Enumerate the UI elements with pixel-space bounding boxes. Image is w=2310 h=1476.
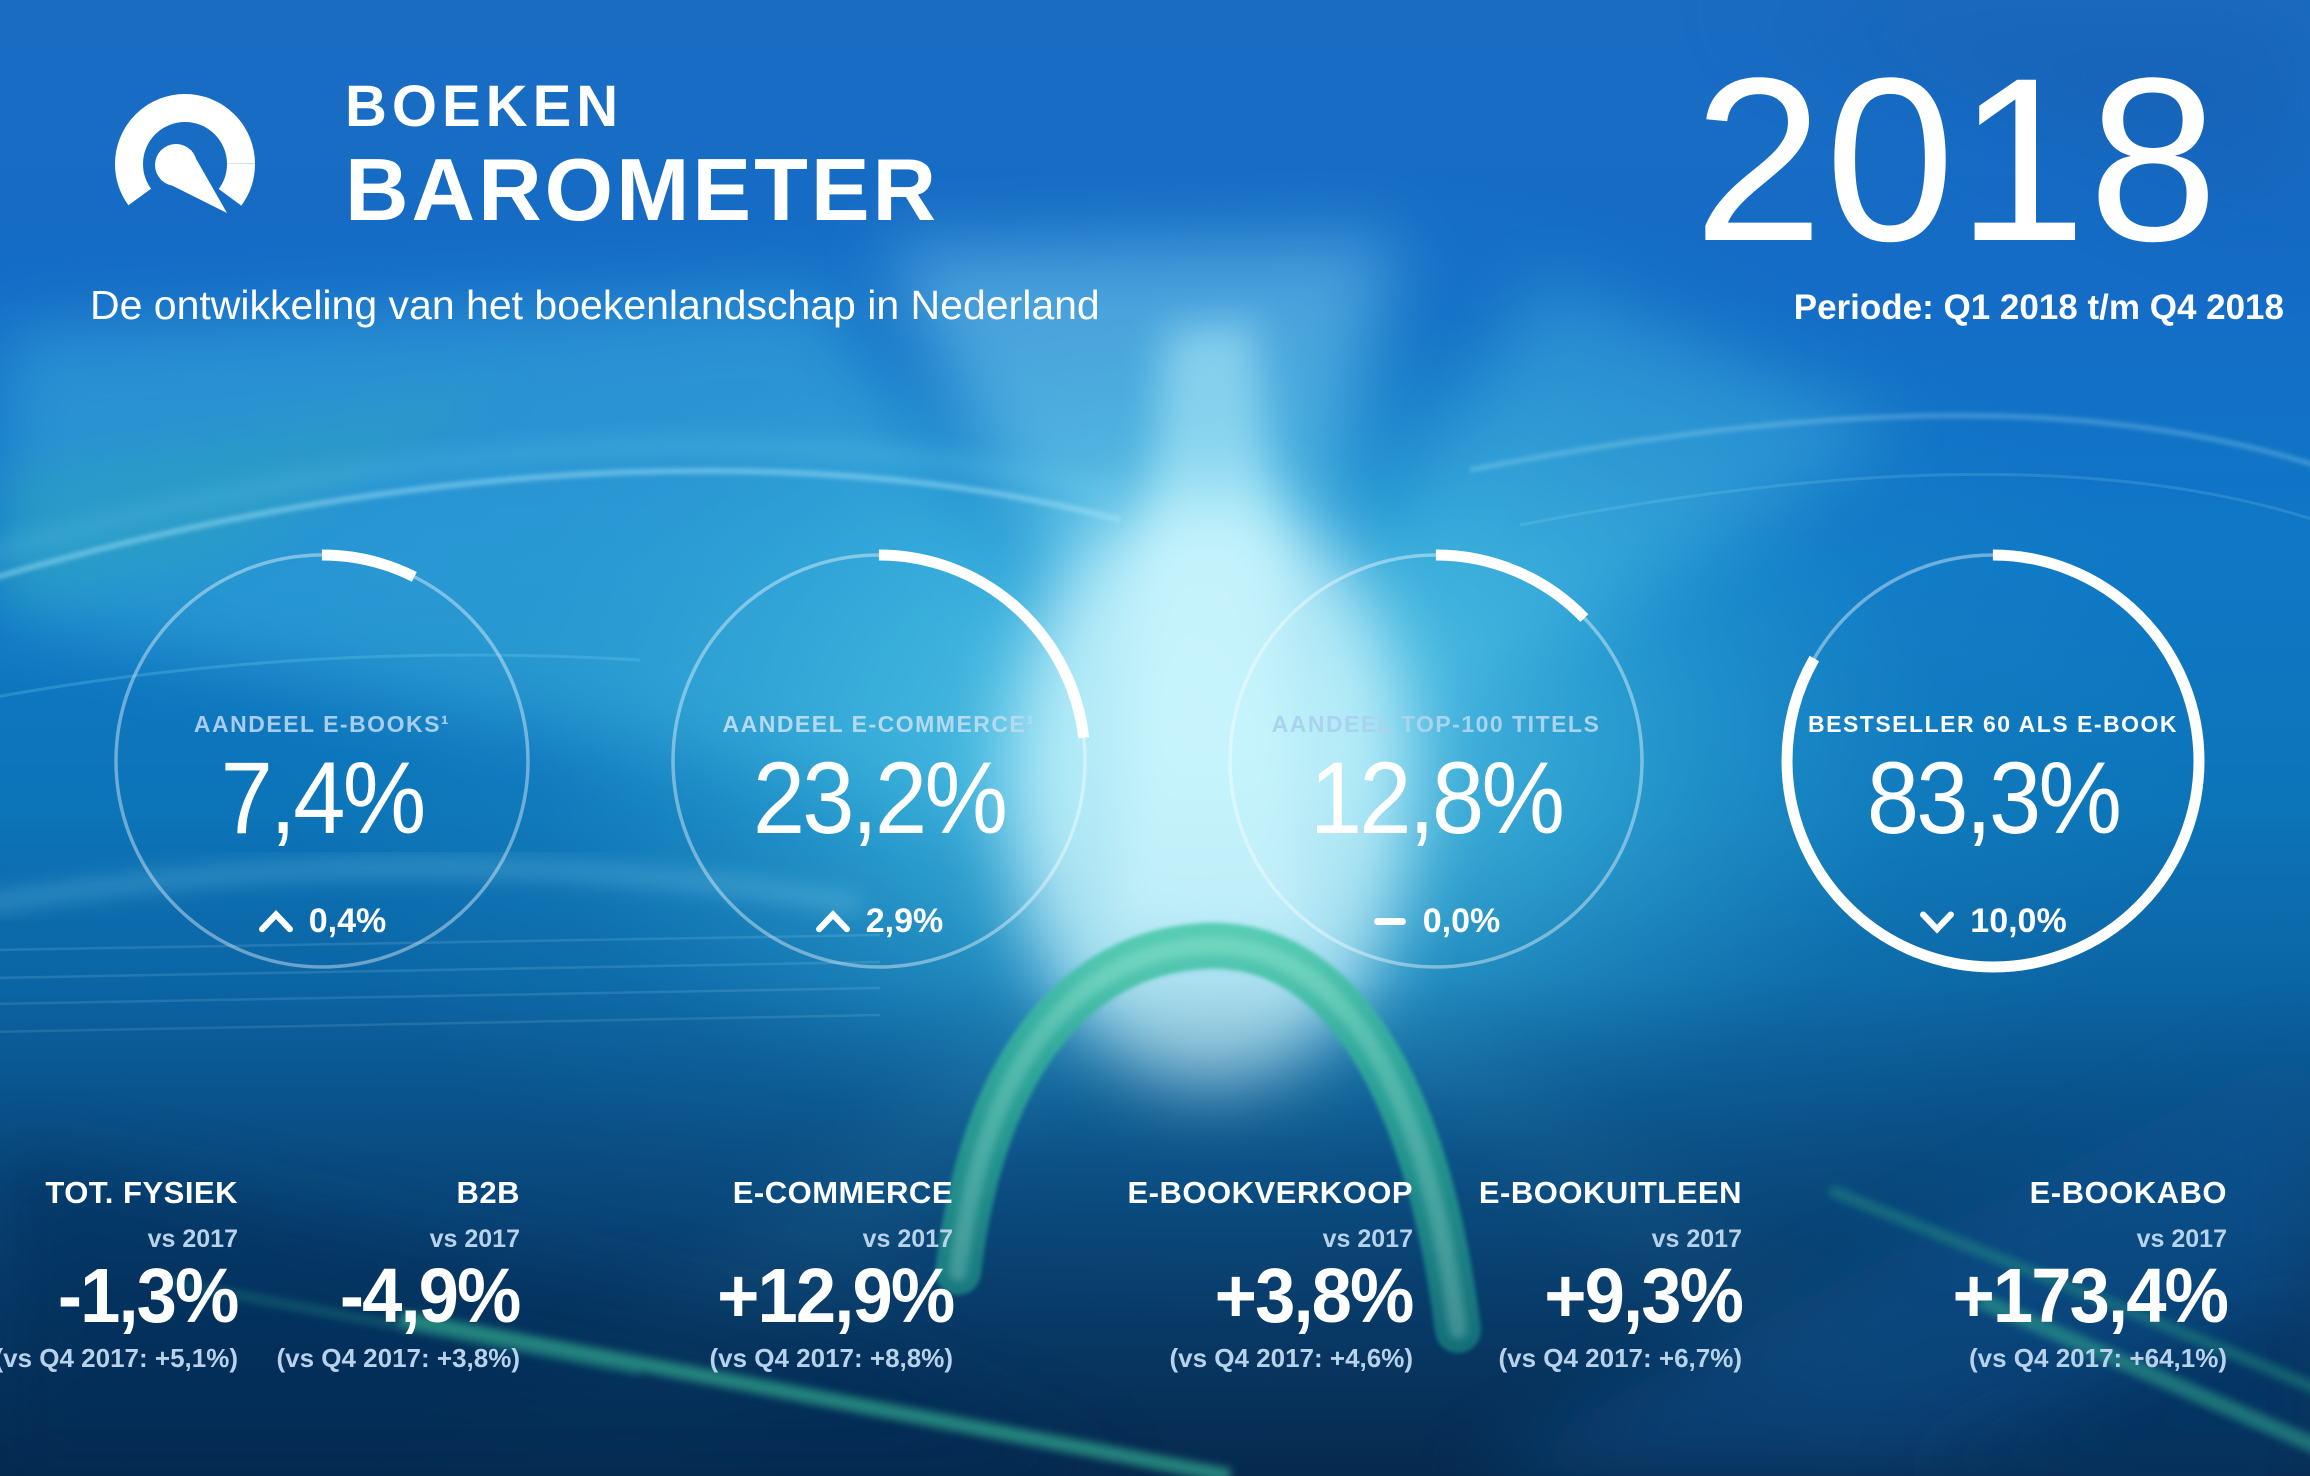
stat-note: (vs Q4 2017: +5,1%) — [0, 1343, 238, 1374]
chevron-up-icon — [815, 909, 850, 932]
gauge-label: BESTSELLER 60 ALS E-BOOK — [1808, 711, 2178, 737]
stat-e-commerce: E-COMMERCE vs 2017 +12,9% (vs Q4 2017: +… — [702, 1175, 955, 1374]
dash-icon — [1373, 917, 1406, 925]
stat-value: +3,8% — [1215, 1252, 1415, 1339]
report-period: Periode: Q1 2018 t/m Q4 2018 — [1793, 288, 2284, 327]
stat-tot-fysiek: TOT. FYSIEK vs 2017 -1,3% (vs Q4 2017: +… — [0, 1175, 240, 1374]
brand-line1: BOEKEN — [345, 74, 624, 139]
gauge-value: 83,3% — [1866, 741, 2122, 855]
stat-note: (vs Q4 2017: +64,1%) — [1969, 1343, 2227, 1374]
stat-versus-label: vs 2017 — [2136, 1225, 2227, 1254]
stat-title: B2B — [456, 1175, 520, 1210]
stat-note: (vs Q4 2017: +4,6%) — [1169, 1343, 1413, 1374]
gauge-label: AANDEEL TOP-100 TITELS — [1271, 711, 1601, 737]
gauge-value: 7,4% — [220, 741, 427, 855]
stat-value: +9,3% — [1544, 1252, 1744, 1339]
stat-title: E-BOOKUITLEEN — [1478, 1175, 1742, 1210]
brand-line2: BAROMETER — [345, 140, 940, 239]
gauge-aandeel-e-books: AANDEEL E-BOOKS¹ 7,4% 0,4% — [102, 541, 542, 981]
stat-versus-label: vs 2017 — [1651, 1225, 1742, 1254]
gauge-label: AANDEEL E-BOOKS¹ — [193, 711, 451, 737]
gauge-value: 23,2% — [752, 741, 1008, 855]
gauge-progress-ring — [1781, 549, 2205, 973]
page-subtitle: De ontwikkeling van het boekenlandschap … — [90, 282, 1100, 328]
gauge-aandeel-e-commerce: AANDEEL E-COMMERCE¹ 23,2% 2,9% — [659, 541, 1099, 981]
stat-title: E-BOOKVERKOOP — [1127, 1175, 1413, 1210]
stat-title: E-COMMERCE — [732, 1175, 953, 1210]
chevron-down-icon — [1920, 910, 1955, 934]
gauge-change-value: 0,4% — [308, 901, 387, 940]
stat-e-bookverkoop: E-BOOKVERKOOP vs 2017 +3,8% (vs Q4 2017:… — [1127, 1175, 1415, 1374]
stat-b2b: B2B vs 2017 -4,9% (vs Q4 2017: +3,8%) — [276, 1175, 522, 1374]
stat-value: +173,4% — [1952, 1252, 2228, 1339]
chevron-up-icon — [258, 909, 293, 932]
brand-title: BOEKEN BAROMETER — [345, 78, 939, 234]
stat-value: -4,9% — [340, 1252, 522, 1339]
barometer-gauge-logo-icon — [115, 94, 255, 234]
stat-value: +12,9% — [716, 1252, 955, 1339]
gauge-change-value: 10,0% — [1970, 901, 2067, 940]
stat-title: E-BOOKABO — [2029, 1175, 2227, 1210]
stat-note: (vs Q4 2017: +3,8%) — [276, 1343, 520, 1374]
gauge-progress-ring — [667, 549, 1091, 973]
stat-versus-label: vs 2017 — [862, 1225, 953, 1254]
gauge-progress-ring — [110, 549, 534, 973]
stat-title: TOT. FYSIEK — [45, 1175, 238, 1210]
gauge-change-value: 2,9% — [865, 901, 944, 940]
gauge-label: AANDEEL E-COMMERCE¹ — [722, 711, 1036, 737]
gauge-value: 12,8% — [1309, 741, 1565, 855]
stat-e-bookuitleen: E-BOOKUITLEEN vs 2017 +9,3% (vs Q4 2017:… — [1478, 1175, 1744, 1374]
gauge-change-value: 0,0% — [1422, 901, 1501, 940]
stat-value: -1,3% — [58, 1252, 240, 1339]
stat-versus-label: vs 2017 — [1322, 1225, 1413, 1254]
report-year: 2018 — [1693, 30, 2220, 290]
stat-versus-label: vs 2017 — [429, 1225, 520, 1254]
gauge-change: 2,9% — [659, 899, 1099, 943]
stat-e-bookabo: E-BOOKABO vs 2017 +173,4% (vs Q4 2017: +… — [1935, 1175, 2228, 1374]
gauge-change: 10,0% — [1773, 899, 2213, 943]
gauge-progress-ring — [1224, 549, 1648, 973]
stat-note: (vs Q4 2017: +8,8%) — [709, 1343, 953, 1374]
gauge-bestseller-60-als-e-book: BESTSELLER 60 ALS E-BOOK 83,3% 10,0% — [1773, 541, 2213, 981]
gauge-aandeel-top-100-titels: AANDEEL TOP-100 TITELS 12,8% 0,0% — [1216, 541, 1656, 981]
stat-versus-label: vs 2017 — [147, 1225, 238, 1254]
gauge-change: 0,0% — [1216, 899, 1656, 943]
gauge-change: 0,4% — [102, 899, 542, 943]
stat-note: (vs Q4 2017: +6,7%) — [1498, 1343, 1742, 1374]
